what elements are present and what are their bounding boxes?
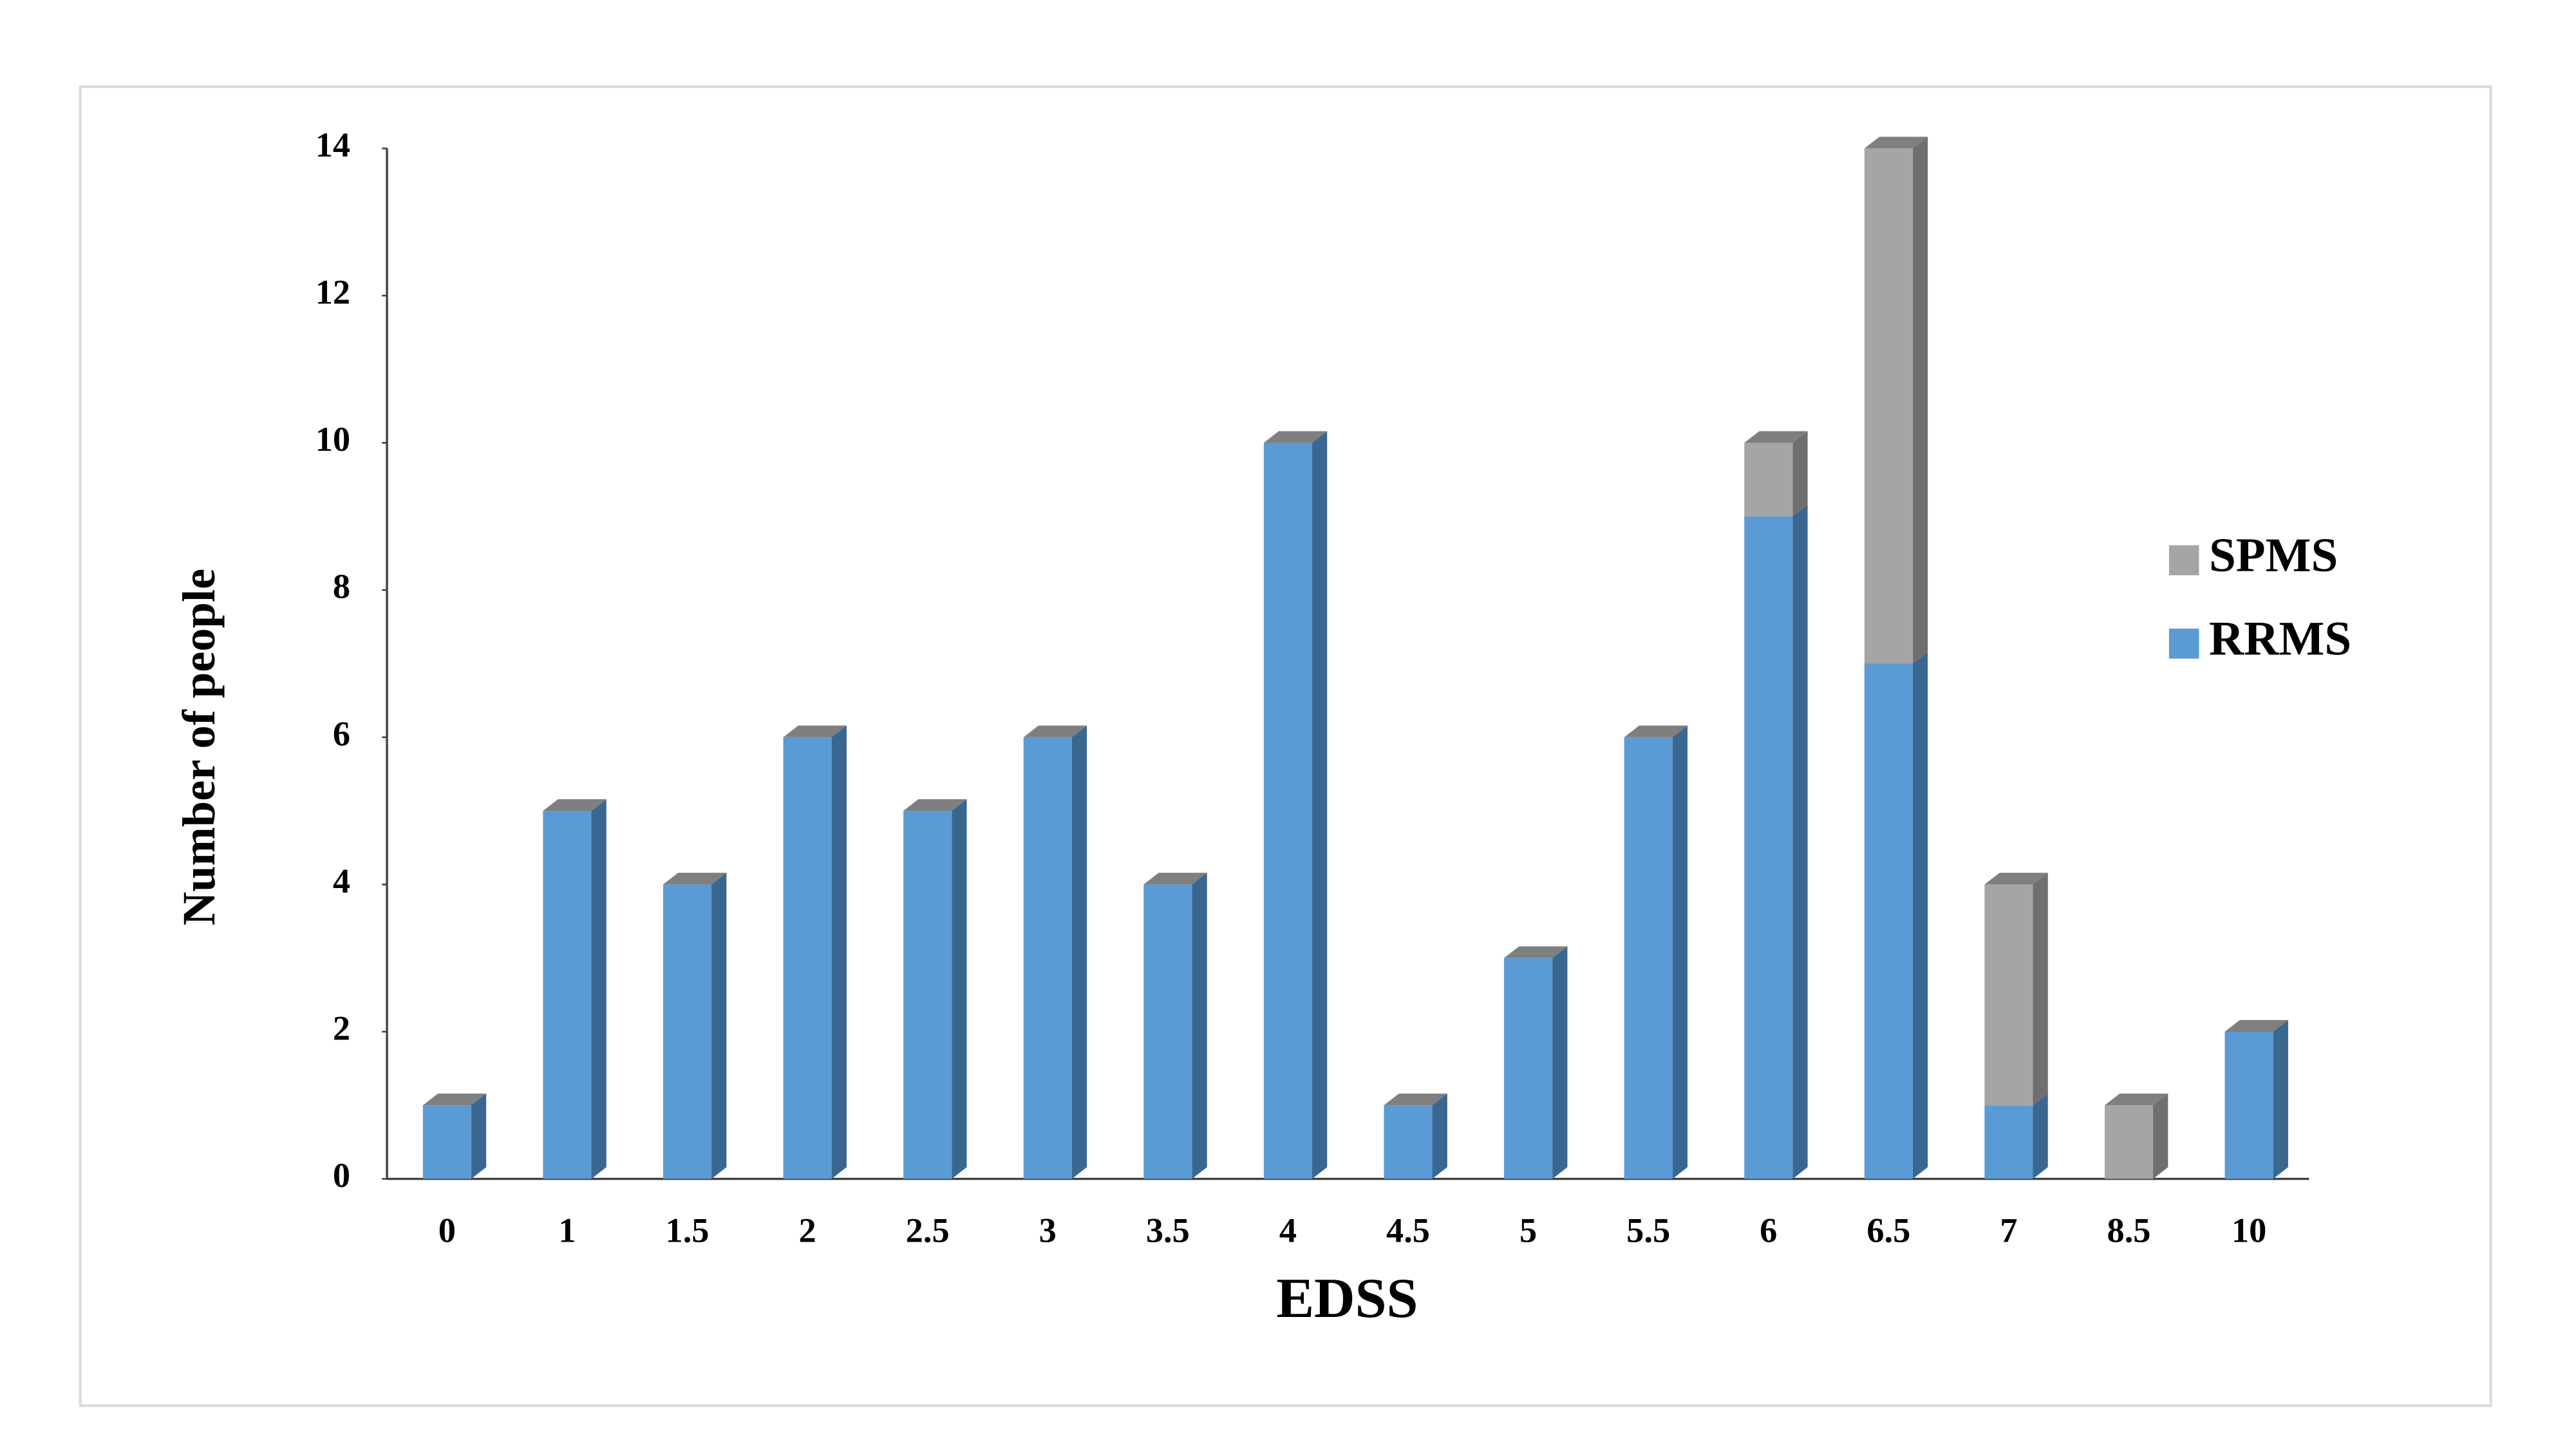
bar-side bbox=[591, 799, 606, 1179]
y-tick-label: 14 bbox=[315, 126, 350, 164]
x-tick-label: 3.5 bbox=[1146, 1211, 1190, 1249]
bar-segment bbox=[1984, 1105, 2033, 1179]
x-tick-label: 1 bbox=[558, 1211, 576, 1249]
bar-segment bbox=[1263, 442, 1312, 1179]
y-tick-label: 12 bbox=[315, 273, 350, 312]
bar-side bbox=[1912, 652, 1928, 1179]
bar-top bbox=[1864, 137, 1928, 149]
bar-top bbox=[1263, 431, 1328, 443]
bar-segment bbox=[663, 884, 712, 1179]
legend-label: RRMS bbox=[2209, 612, 2351, 666]
x-tick-label: 4.5 bbox=[1386, 1211, 1430, 1249]
legend-swatch bbox=[2168, 629, 2199, 659]
bar-segment bbox=[422, 1105, 471, 1179]
bar-side bbox=[1071, 725, 1087, 1179]
bar-top bbox=[2104, 1094, 2168, 1106]
bar-side bbox=[1792, 504, 1808, 1179]
x-tick-label: 4 bbox=[1279, 1211, 1297, 1249]
bar-top bbox=[1023, 725, 1087, 737]
bar-top bbox=[1384, 1094, 1447, 1106]
bar-top bbox=[1143, 873, 1207, 885]
bar-segment bbox=[1624, 737, 1673, 1179]
x-tick-label: 7 bbox=[2000, 1211, 2017, 1249]
bar-top bbox=[663, 873, 727, 885]
bar-segment bbox=[1384, 1105, 1433, 1179]
bar-segment bbox=[1504, 958, 1553, 1179]
bar-segment bbox=[1864, 148, 1913, 664]
bar-side bbox=[952, 799, 967, 1179]
x-tick-label: 8.5 bbox=[2107, 1211, 2151, 1249]
bar-segment bbox=[543, 811, 592, 1179]
bar-side bbox=[2273, 1019, 2288, 1179]
bar-side bbox=[1312, 431, 1328, 1179]
bar-side bbox=[2033, 1094, 2048, 1179]
bar-segment bbox=[1143, 884, 1192, 1179]
x-tick-label: 0 bbox=[438, 1211, 456, 1249]
bar-top bbox=[783, 725, 847, 737]
y-tick-label: 6 bbox=[333, 714, 350, 753]
bar-segment bbox=[2104, 1105, 2154, 1179]
bar-segment bbox=[1984, 884, 2033, 1106]
y-tick-label: 2 bbox=[333, 1009, 350, 1047]
bar-side bbox=[1552, 946, 1568, 1179]
x-tick-label: 10 bbox=[2232, 1211, 2266, 1249]
bar-segment bbox=[1864, 663, 1913, 1179]
y-tick-label: 4 bbox=[333, 862, 350, 900]
bar-segment bbox=[783, 737, 832, 1179]
bar-side bbox=[1672, 725, 1688, 1179]
y-tick-label: 8 bbox=[333, 567, 350, 606]
y-tick-label: 0 bbox=[333, 1156, 350, 1195]
bar-top bbox=[1624, 725, 1688, 737]
x-tick-label: 5 bbox=[1519, 1211, 1537, 1249]
x-tick-label: 6 bbox=[1760, 1211, 1777, 1249]
chart-frame bbox=[79, 85, 2492, 1407]
bar-segment bbox=[1023, 737, 1072, 1179]
bar-side bbox=[831, 725, 847, 1179]
y-axis-title: Number of people bbox=[173, 569, 225, 925]
bar-side bbox=[1192, 873, 1207, 1179]
bar-side bbox=[1432, 1094, 1447, 1179]
bar-top bbox=[903, 799, 967, 811]
bar-side bbox=[2153, 1094, 2168, 1179]
bar-segment bbox=[903, 811, 952, 1179]
y-tick-label: 10 bbox=[315, 420, 350, 459]
bar-top bbox=[422, 1094, 487, 1106]
x-tick-label: 1.5 bbox=[666, 1211, 710, 1249]
bar-top bbox=[1744, 431, 1808, 443]
bar-side bbox=[2033, 873, 2048, 1106]
x-tick-label: 3 bbox=[1039, 1211, 1057, 1249]
x-axis-title: EDSS bbox=[1276, 1267, 1418, 1330]
bar-side bbox=[471, 1094, 487, 1179]
x-tick-label: 2 bbox=[798, 1211, 816, 1249]
legend-label: SPMS bbox=[2209, 529, 2338, 582]
bar-side bbox=[1912, 137, 1928, 664]
bar-top bbox=[1984, 873, 2048, 885]
bar-segment bbox=[1744, 516, 1793, 1179]
bar-top bbox=[1504, 946, 1568, 958]
bar-top bbox=[543, 799, 606, 811]
x-tick-label: 6.5 bbox=[1866, 1211, 1910, 1249]
bar-side bbox=[1792, 431, 1808, 516]
legend-swatch bbox=[2168, 545, 2199, 576]
bar-top bbox=[2224, 1019, 2288, 1032]
bar-segment bbox=[1744, 442, 1793, 516]
bar-segment bbox=[2224, 1031, 2273, 1179]
x-tick-label: 5.5 bbox=[1626, 1211, 1670, 1249]
x-tick-label: 2.5 bbox=[906, 1211, 950, 1249]
bar-side bbox=[711, 873, 727, 1179]
